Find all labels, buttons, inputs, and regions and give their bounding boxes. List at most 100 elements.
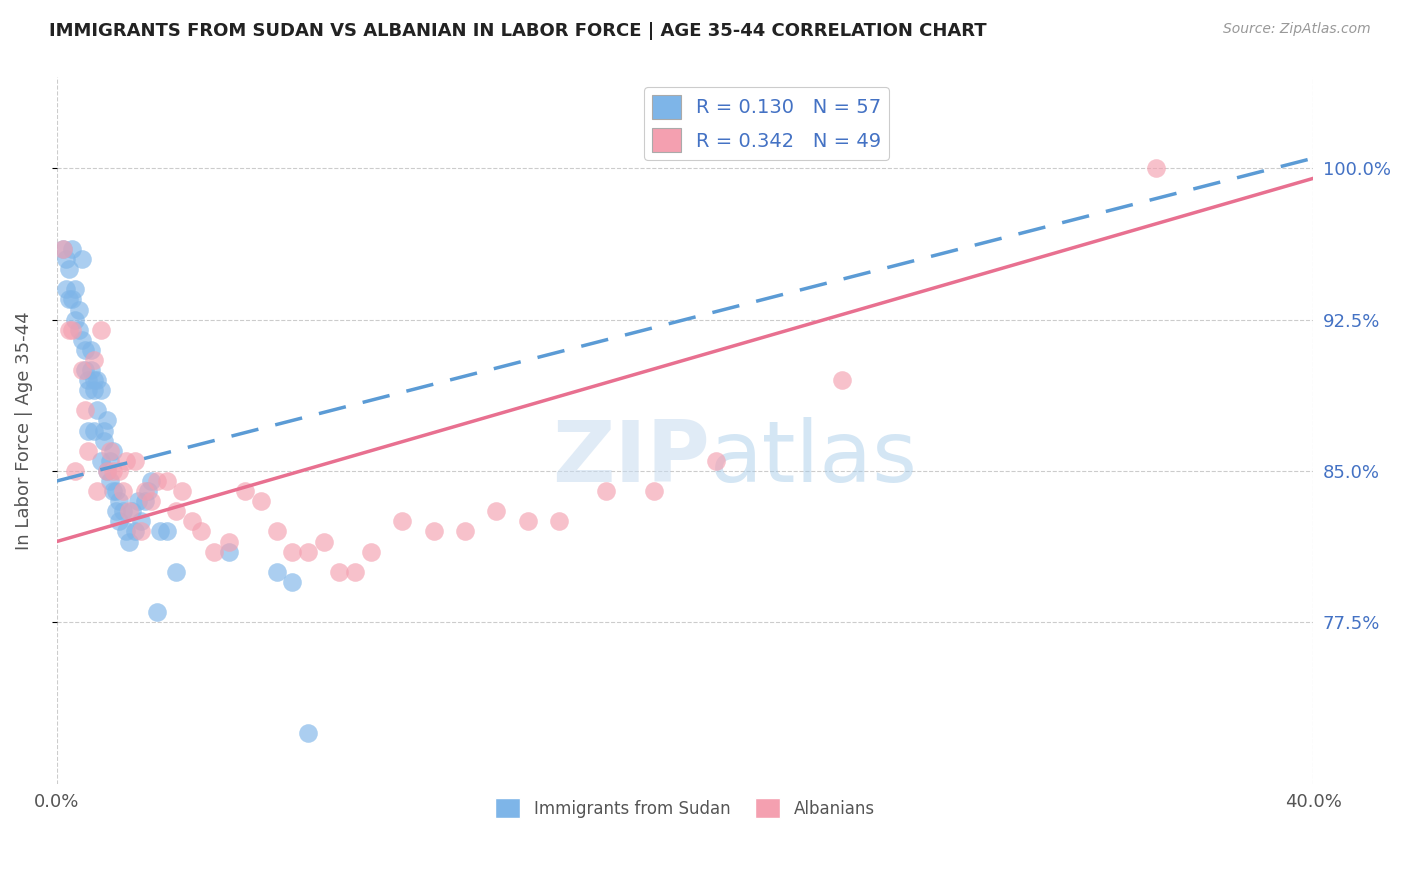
Point [65, 282, 87, 296]
Point [111, 484, 134, 499]
Point [77, 383, 100, 397]
Point [165, 565, 187, 579]
Point [105, 484, 128, 499]
Point [108, 494, 131, 508]
Point [114, 454, 136, 468]
Point [77, 373, 100, 387]
Point [96, 464, 118, 478]
Point [77, 443, 100, 458]
Point [131, 524, 153, 539]
Point [391, 515, 413, 529]
Point [96, 464, 118, 478]
Point [124, 524, 146, 539]
Point [70, 363, 93, 377]
Point [548, 515, 571, 529]
Point [328, 565, 350, 579]
Point [281, 574, 304, 589]
Point [155, 524, 177, 539]
Point [297, 726, 319, 740]
Point [190, 524, 212, 539]
Point [360, 544, 382, 558]
Point [93, 434, 115, 448]
Point [80, 363, 103, 377]
Point [80, 343, 103, 357]
Point [136, 484, 159, 499]
Point [139, 474, 162, 488]
Point [86, 373, 108, 387]
Point [233, 484, 256, 499]
Point [83, 383, 105, 397]
Point [58, 323, 80, 337]
Point [111, 504, 134, 518]
Point [52, 242, 75, 256]
Point [96, 413, 118, 427]
Point [90, 323, 112, 337]
Point [83, 424, 105, 438]
Point [67, 323, 90, 337]
Point [60, 323, 83, 337]
Point [101, 484, 124, 499]
Point [266, 524, 288, 539]
Point [124, 454, 146, 468]
Point [90, 383, 112, 397]
Point [98, 454, 121, 468]
Point [73, 403, 96, 417]
Point [55, 252, 77, 266]
Point [121, 504, 143, 518]
Point [86, 403, 108, 417]
Point [134, 494, 156, 508]
Point [108, 515, 131, 529]
Point [101, 443, 124, 458]
Point [118, 504, 141, 518]
Text: atlas: atlas [710, 417, 918, 500]
Point [65, 312, 87, 326]
Point [643, 484, 665, 499]
Point [454, 524, 477, 539]
Point [281, 544, 304, 558]
Point [422, 524, 444, 539]
Point [58, 262, 80, 277]
Point [131, 515, 153, 529]
Point [73, 363, 96, 377]
Point [58, 293, 80, 307]
Point [218, 544, 240, 558]
Point [139, 494, 162, 508]
Point [146, 605, 169, 619]
Text: Source: ZipAtlas.com: Source: ZipAtlas.com [1223, 22, 1371, 37]
Point [77, 424, 100, 438]
Point [93, 424, 115, 438]
Legend: Immigrants from Sudan, Albanians: Immigrants from Sudan, Albanians [488, 791, 882, 825]
Point [65, 464, 87, 478]
Point [118, 534, 141, 549]
Point [108, 464, 131, 478]
Point [83, 373, 105, 387]
Point [70, 252, 93, 266]
Point [266, 565, 288, 579]
Point [297, 544, 319, 558]
Point [516, 515, 538, 529]
Point [595, 484, 617, 499]
Point [67, 302, 90, 317]
Point [149, 524, 172, 539]
Point [165, 504, 187, 518]
Point [202, 544, 225, 558]
Point [1144, 161, 1167, 176]
Y-axis label: In Labor Force | Age 35-44: In Labor Force | Age 35-44 [15, 311, 32, 549]
Text: ZIP: ZIP [553, 417, 710, 500]
Point [344, 565, 367, 579]
Point [831, 373, 853, 387]
Point [172, 484, 194, 499]
Point [73, 343, 96, 357]
Point [101, 464, 124, 478]
Point [105, 504, 128, 518]
Point [70, 333, 93, 347]
Point [155, 474, 177, 488]
Point [485, 504, 508, 518]
Point [60, 242, 83, 256]
Point [250, 494, 273, 508]
Point [98, 474, 121, 488]
Point [86, 484, 108, 499]
Point [83, 353, 105, 368]
Point [706, 454, 728, 468]
Point [127, 494, 149, 508]
